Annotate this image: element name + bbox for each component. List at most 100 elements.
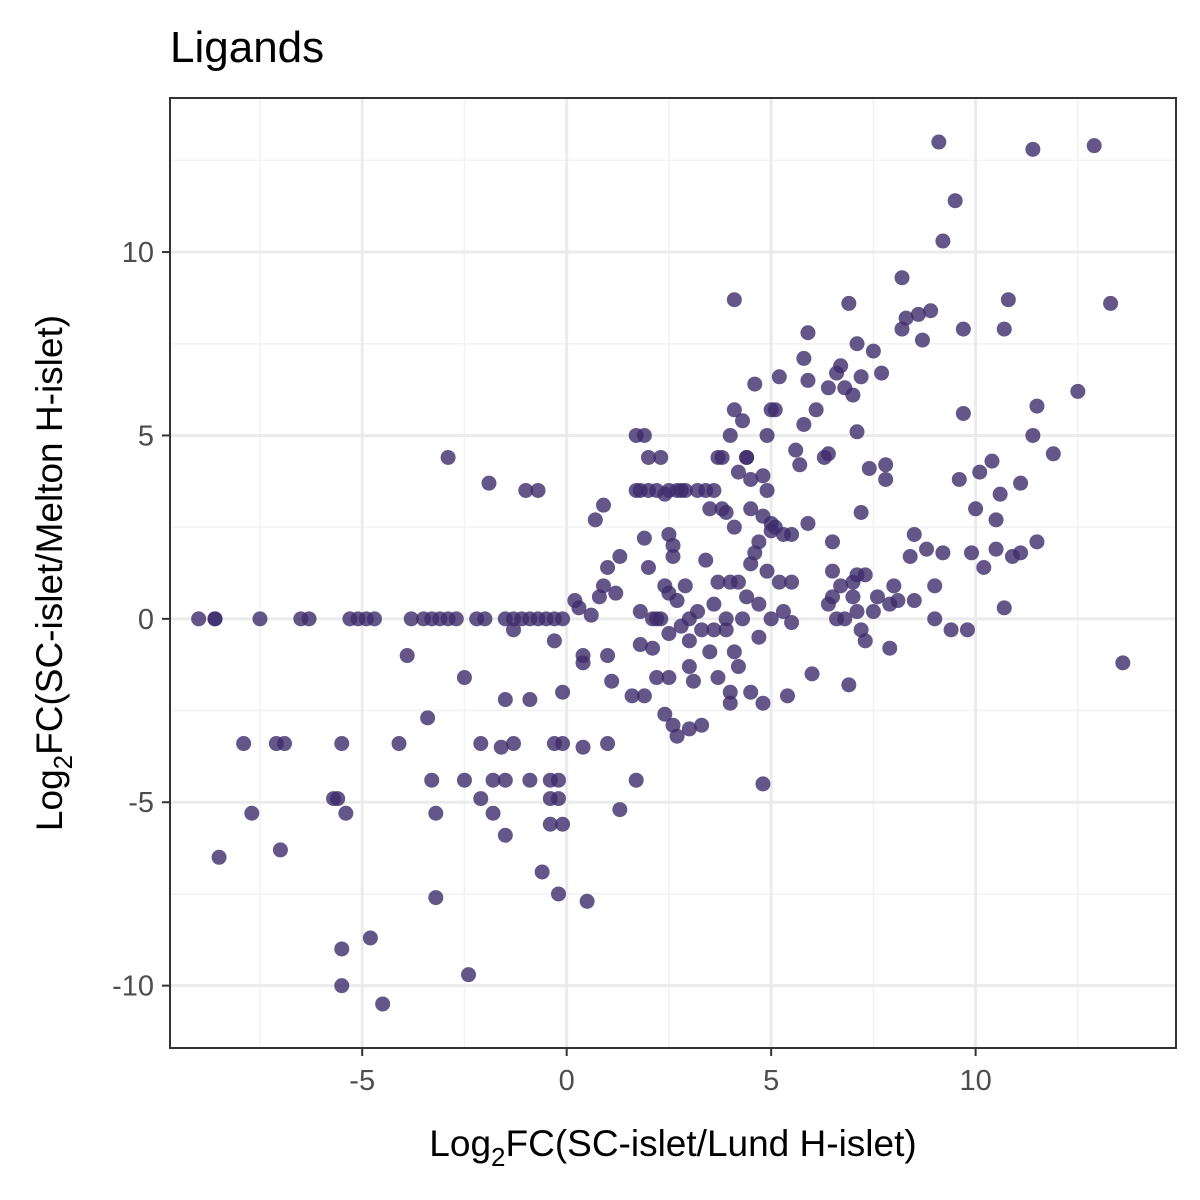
data-point: [984, 453, 1000, 469]
data-point: [914, 332, 930, 348]
data-point: [657, 706, 673, 722]
data-point: [784, 615, 800, 631]
data-point: [771, 369, 787, 385]
data-point: [518, 482, 534, 498]
data-point: [824, 589, 840, 605]
data-point: [1070, 383, 1086, 399]
data-point: [362, 930, 378, 946]
data-point: [755, 776, 771, 792]
y-tick-label: -10: [112, 971, 154, 1003]
data-point: [1045, 446, 1061, 462]
data-point: [927, 611, 943, 627]
data-point: [735, 413, 751, 429]
data-point: [690, 604, 706, 620]
data-point: [706, 622, 722, 638]
data-point: [506, 736, 522, 752]
data-point: [461, 967, 477, 983]
data-point: [796, 350, 812, 366]
y-axis-ticks: -10 -5 0 5 10: [112, 237, 170, 1003]
y-tick-label: 0: [138, 604, 154, 636]
data-point: [604, 673, 620, 689]
data-point: [923, 303, 939, 319]
data-point: [391, 736, 407, 752]
data-point: [841, 677, 857, 693]
data-point: [191, 611, 207, 627]
data-point: [927, 578, 943, 594]
data-point: [972, 464, 988, 480]
data-point: [968, 501, 984, 517]
data-point: [796, 416, 812, 432]
data-point: [898, 310, 914, 326]
data-point: [718, 622, 734, 638]
data-point: [555, 816, 571, 832]
data-point: [996, 600, 1012, 616]
data-point: [681, 659, 697, 675]
data-point: [886, 578, 902, 594]
data-point: [665, 548, 681, 564]
data-point: [853, 504, 869, 520]
data-point: [252, 611, 268, 627]
data-point: [730, 464, 746, 480]
data-point: [571, 600, 587, 616]
data-point: [771, 574, 787, 590]
x-axis-title-subscript: 2: [491, 1142, 505, 1172]
y-axis-title-subscript: 2: [48, 755, 78, 769]
data-point: [726, 292, 742, 308]
data-point: [1000, 292, 1016, 308]
data-point: [1103, 295, 1119, 311]
data-point: [800, 325, 816, 341]
data-point: [792, 457, 808, 473]
data-point: [485, 772, 501, 788]
data-point: [653, 449, 669, 465]
data-point: [702, 501, 718, 517]
y-axis-title: Log2FC(SC-islet/Melton H-islet): [29, 315, 78, 831]
data-point: [722, 684, 738, 700]
data-point: [743, 501, 759, 517]
data-point: [207, 611, 223, 627]
data-point: [865, 343, 881, 359]
data-point: [730, 659, 746, 675]
data-point: [890, 593, 906, 609]
data-point: [640, 449, 656, 465]
data-point: [456, 670, 472, 686]
data-point: [428, 805, 444, 821]
y-tick-label: 10: [122, 237, 154, 269]
data-point: [824, 534, 840, 550]
data-point: [951, 471, 967, 487]
data-point: [751, 596, 767, 612]
plot-panel-border: [169, 97, 1177, 1049]
data-point: [755, 468, 771, 484]
data-point: [555, 684, 571, 700]
data-point: [808, 402, 824, 418]
data-point: [600, 559, 616, 575]
data-point: [236, 736, 252, 752]
data-point: [726, 644, 742, 660]
data-point: [780, 688, 796, 704]
data-point: [493, 739, 509, 755]
data-point: [833, 578, 849, 594]
data-point: [919, 541, 935, 557]
data-point: [804, 666, 820, 682]
data-point: [244, 805, 260, 821]
y-axis-title-prefix: Log: [29, 769, 70, 831]
data-point: [698, 552, 714, 568]
data-point: [775, 604, 791, 620]
x-axis-title-prefix: Log: [429, 1123, 491, 1164]
data-point: [800, 515, 816, 531]
data-point: [636, 688, 652, 704]
data-point: [632, 637, 648, 653]
data-point: [477, 611, 493, 627]
data-point: [788, 442, 804, 458]
data-point: [640, 559, 656, 575]
data-point: [824, 563, 840, 579]
data-point: [910, 306, 926, 322]
data-point: [685, 673, 701, 689]
data-point: [473, 791, 489, 807]
data-point: [759, 427, 775, 443]
data-point: [988, 541, 1004, 557]
data-point: [759, 563, 775, 579]
x-tick-label: 5: [763, 1065, 779, 1097]
data-point: [759, 482, 775, 498]
data-point: [334, 736, 350, 752]
